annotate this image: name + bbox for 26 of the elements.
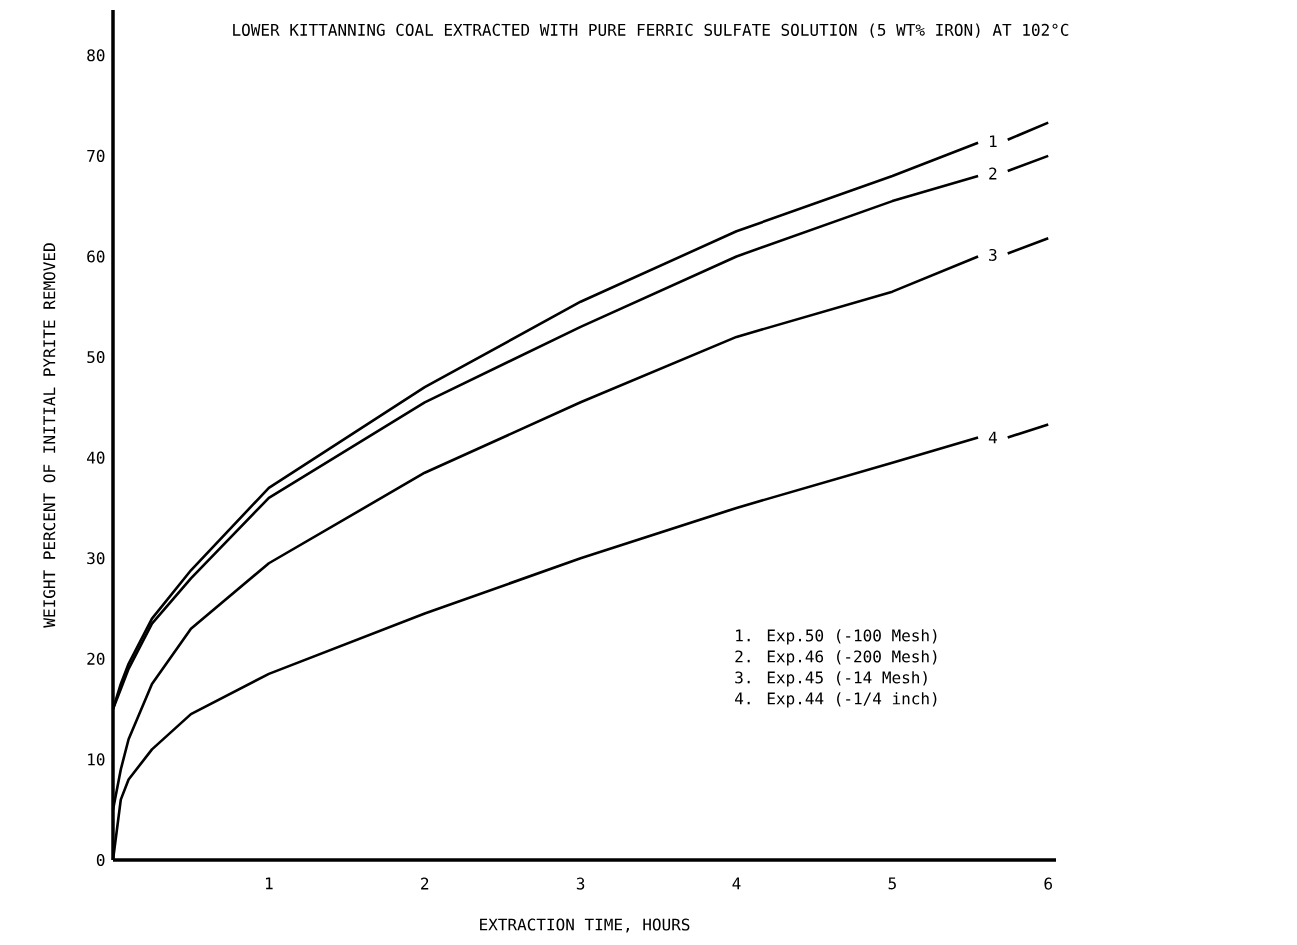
x-axis-title: EXTRACTION TIME, HOURS <box>480 918 690 933</box>
series-label: 2 <box>989 167 997 180</box>
x-tick-label: 1 <box>265 877 273 890</box>
x-tick-label: 2 <box>421 877 429 890</box>
series-label: 3 <box>989 248 997 261</box>
annotation: 2. Exp.46 (-200 Mesh) <box>735 650 937 666</box>
y-tick-label: 70 <box>87 149 105 162</box>
y-tick-label: 40 <box>87 451 105 464</box>
y-tick-label: 10 <box>88 753 105 766</box>
series-label: 4 <box>988 431 997 444</box>
y-axis-title: WEIGHT PERCENT OF INITIAL PYRITE REMOVED <box>43 243 56 628</box>
x-tick-label: 6 <box>1044 877 1052 890</box>
text: LOWER KITTANNING COAL EXTRACTED WITH PURE FERRIC SULFATE SOLUTION (5 WT% IRON) AT 102°C <box>233 23 1069 38</box>
annotation: 4. Exp.44 (-1/4 inch) <box>735 692 937 708</box>
x-tick-label: 4 <box>732 877 741 890</box>
y-tick-label: 50 <box>87 350 105 364</box>
annotation: 3. Exp.45 (-14 Mesh) <box>735 671 927 687</box>
x-tick-label: 3 <box>576 877 585 890</box>
annotation: 1. Exp.50 (-100 Mesh) <box>736 629 937 645</box>
y-tick-label: 30 <box>87 552 105 565</box>
y-tick-label: 0 <box>96 853 105 867</box>
y-tick-label: 80 <box>87 49 105 62</box>
x-tick-label: 5 <box>888 877 896 890</box>
series-label: 1 <box>989 135 997 148</box>
y-tick-label: 20 <box>87 652 105 665</box>
y-tick-label: 60 <box>87 250 105 263</box>
